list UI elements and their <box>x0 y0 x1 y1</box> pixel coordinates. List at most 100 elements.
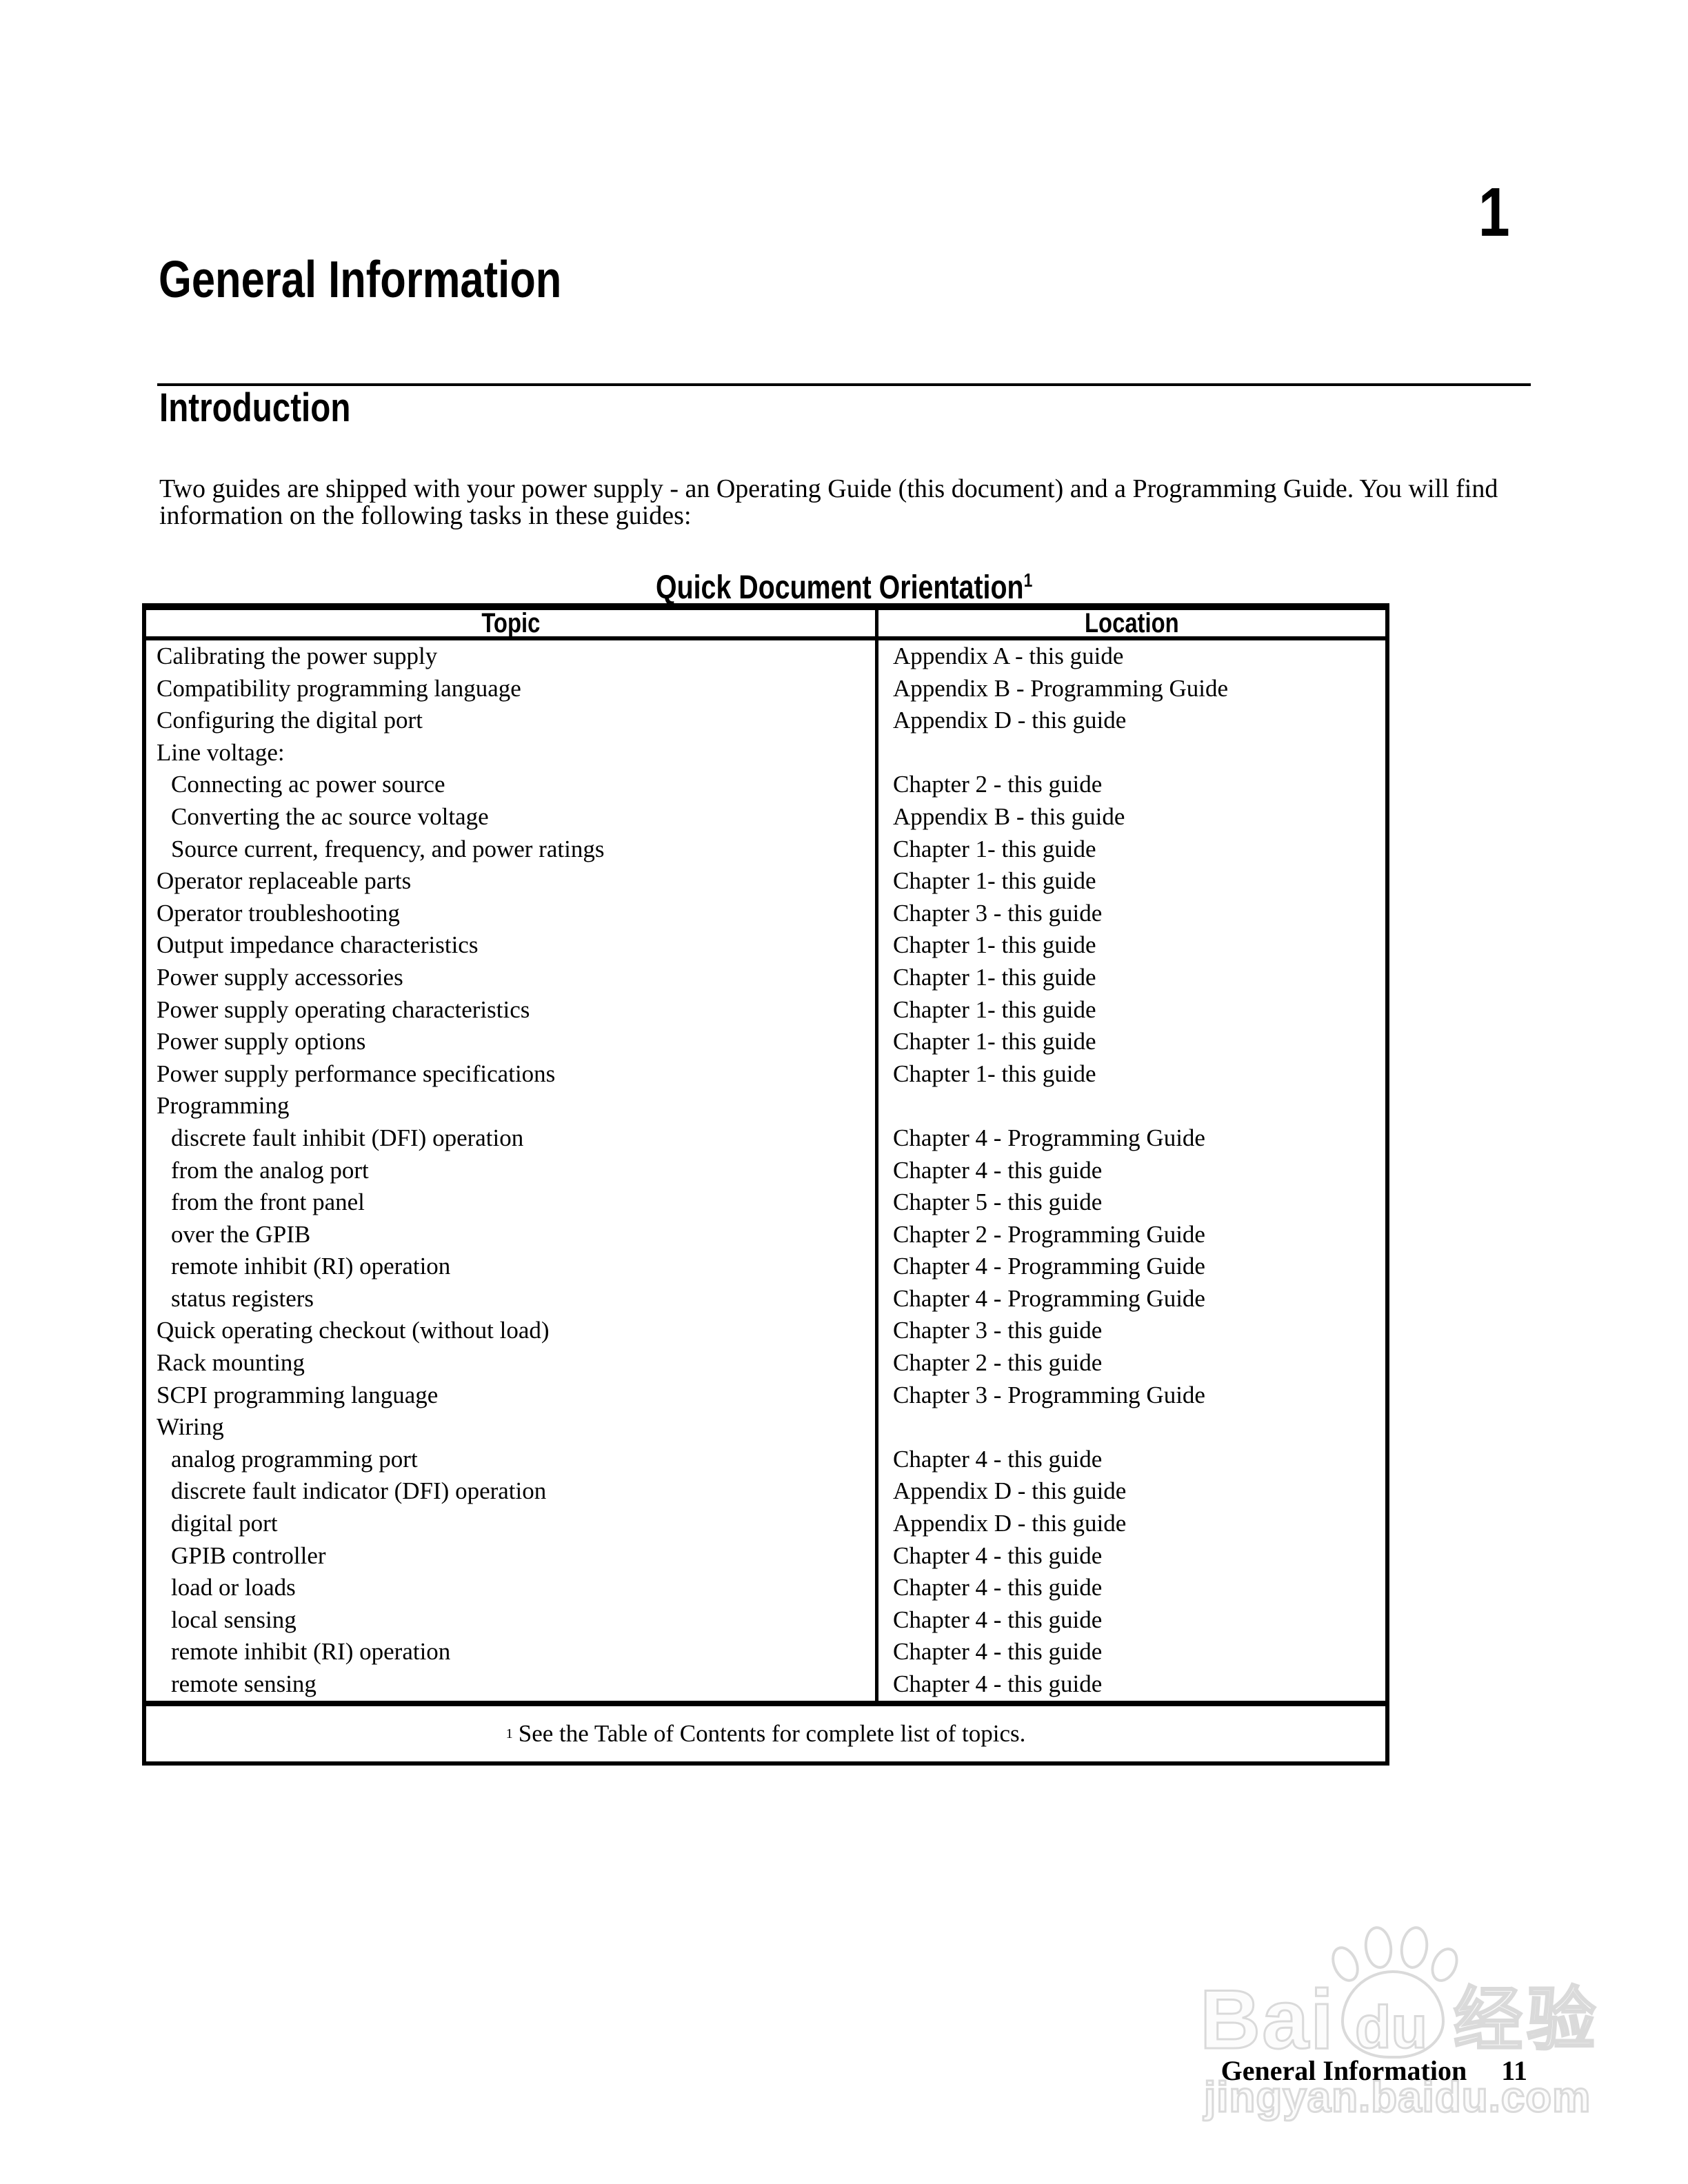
cell-location: Chapter 4 - this guide <box>893 1445 1103 1473</box>
cell-location: Appendix D - this guide <box>893 1510 1127 1537</box>
cell-location <box>878 1411 1385 1444</box>
cell-topic: from the analog port <box>146 1154 878 1187</box>
intro-paragraph: Two guides are shipped with your power s… <box>159 474 1498 530</box>
cell-topic: discrete fault inhibit (DFI) operation <box>146 1122 878 1155</box>
cell-location: Chapter 1- this guide <box>893 995 1096 1023</box>
cell-topic: GPIB controller <box>146 1539 878 1573</box>
cell-topic: SCPI programming language <box>146 1379 878 1412</box>
paw-toe-icon <box>1425 1943 1464 1987</box>
cell-location: Chapter 5 - this guide <box>893 1189 1103 1216</box>
cell-topic: over the GPIB <box>146 1218 878 1251</box>
cell-topic: Converting the ac source voltage <box>146 800 878 833</box>
cell-location: Chapter 4 - Programming Guide <box>893 1124 1205 1151</box>
table-row: Wiring <box>146 1411 1385 1444</box>
cell-location: Appendix D - this guide <box>893 707 1127 734</box>
cell-location: Chapter 4 - this guide <box>893 1156 1103 1184</box>
cell-location <box>878 737 1385 769</box>
cell-topic: from the front panel <box>146 1186 878 1219</box>
table-row: over the GPIB Chapter 2 - Programming Gu… <box>146 1218 1385 1251</box>
cell-topic: Output impedance characteristics <box>146 929 878 962</box>
cell-location: Chapter 1- this guide <box>893 963 1096 991</box>
cell-location: Chapter 2 - Programming Guide <box>893 1220 1205 1248</box>
cell-topic: remote inhibit (RI) operation <box>146 1636 878 1668</box>
footer-section-title: General Information <box>1220 2055 1467 2086</box>
cell-location: Chapter 4 - this guide <box>893 1638 1103 1666</box>
cell-location: Chapter 1- this guide <box>893 1060 1096 1087</box>
cell-topic: Operator replaceable parts <box>146 865 878 898</box>
table-row: Compatibility programming language Appen… <box>146 672 1385 705</box>
section-divider <box>157 383 1531 386</box>
table-title-footnote-marker: 1 <box>1023 569 1033 591</box>
cell-location: Chapter 3 - this guide <box>893 899 1103 927</box>
table-row: load or loads Chapter 4 - this guide <box>146 1572 1385 1604</box>
cell-location: Chapter 1- this guide <box>893 835 1096 862</box>
table-row: Output impedance characteristics Chapter… <box>146 929 1385 962</box>
table-row: Power supply performance specifications … <box>146 1058 1385 1091</box>
cell-topic: discrete fault indicator (DFI) operation <box>146 1475 878 1508</box>
chapter-number: 1 <box>1478 174 1510 251</box>
page-footer: General Information 11 <box>0 2056 1527 2086</box>
table-row: local sensing Chapter 4 - this guide <box>146 1604 1385 1637</box>
cell-location: Appendix B - Programming Guide <box>893 674 1229 702</box>
cell-topic: Power supply performance specifications <box>146 1058 878 1091</box>
table-row: Operator replaceable parts Chapter 1- th… <box>146 865 1385 898</box>
header-cell-topic: Topic <box>146 608 878 638</box>
cell-topic: Quick operating checkout (without load) <box>146 1315 878 1348</box>
cell-topic: status registers <box>146 1282 878 1315</box>
baidu-cn-text: 经验 <box>1453 1981 1600 2059</box>
footnote-text: See the Table of Contents for complete l… <box>518 1719 1026 1747</box>
table-row: Source current, frequency, and power rat… <box>146 833 1385 866</box>
baidu-watermark: Bai du 经验 jingyan.baidu.com <box>1199 1917 1655 2137</box>
cell-location: Appendix D - this guide <box>893 1477 1127 1505</box>
cell-topic: Configuring the digital port <box>146 705 878 737</box>
cell-topic: load or loads <box>146 1572 878 1604</box>
cell-location: Appendix A - this guide <box>893 643 1124 669</box>
table-row: discrete fault indicator (DFI) operation… <box>146 1475 1385 1508</box>
cell-topic: remote inhibit (RI) operation <box>146 1251 878 1283</box>
table-row: Calibrating the power supply Appendix A … <box>146 640 1385 673</box>
table-row: analog programming port Chapter 4 - this… <box>146 1443 1385 1476</box>
cell-topic: Power supply operating characteristics <box>146 993 878 1027</box>
table-header-row: Topic Location <box>146 607 1385 640</box>
paw-toe-icon <box>1362 1924 1395 1971</box>
paw-palm-icon <box>1341 1970 1445 2059</box>
table-footnote-row: 1 See the Table of Contents for complete… <box>146 1700 1385 1761</box>
baidu-paw-icon: du <box>1326 1917 1464 2065</box>
cell-location: Chapter 4 - this guide <box>893 1541 1103 1569</box>
cell-location: Chapter 4 - Programming Guide <box>893 1284 1205 1312</box>
baidu-logo-du: du <box>1354 1994 1428 2061</box>
cell-location: Chapter 4 - this guide <box>893 1606 1103 1633</box>
table-row: status registers Chapter 4 - Programming… <box>146 1282 1385 1315</box>
table-row: Connecting ac power source Chapter 2 - t… <box>146 769 1385 801</box>
table-row: Operator troubleshooting Chapter 3 - thi… <box>146 897 1385 930</box>
footer-page-number: 11 <box>1501 2055 1527 2086</box>
table-row: discrete fault inhibit (DFI) operation C… <box>146 1122 1385 1155</box>
cell-topic: Programming <box>146 1090 878 1122</box>
table-row: SCPI programming language Chapter 3 - Pr… <box>146 1379 1385 1412</box>
table-row: Programming <box>146 1090 1385 1122</box>
table-row: Power supply options Chapter 1- this gui… <box>146 1026 1385 1058</box>
cell-location: Chapter 2 - this guide <box>893 771 1103 798</box>
table-body: Calibrating the power supply Appendix A … <box>146 640 1385 1701</box>
cell-location: Chapter 3 - Programming Guide <box>893 1381 1205 1408</box>
table-row: Power supply operating characteristics C… <box>146 993 1385 1027</box>
cell-location: Chapter 3 - this guide <box>893 1317 1103 1344</box>
page-title: General Information <box>159 250 562 308</box>
cell-topic: remote sensing <box>146 1668 878 1701</box>
paw-toe-icon <box>1397 1924 1431 1971</box>
cell-topic: digital port <box>146 1508 878 1540</box>
table-row: Configuring the digital port Appendix D … <box>146 705 1385 737</box>
table-row: Converting the ac source voltage Appendi… <box>146 800 1385 833</box>
baidu-logo-text: Bai <box>1199 1972 1335 2066</box>
cell-topic: Line voltage: <box>146 736 878 769</box>
cell-location: Appendix B - this guide <box>893 802 1125 830</box>
table-row: remote inhibit (RI) operation Chapter 4 … <box>146 1251 1385 1283</box>
cell-topic: local sensing <box>146 1604 878 1637</box>
cell-topic: Source current, frequency, and power rat… <box>146 833 878 866</box>
cell-location: Chapter 4 - this guide <box>893 1670 1103 1697</box>
cell-location: Chapter 4 - Programming Guide <box>893 1253 1205 1280</box>
header-cell-location: Location <box>1085 607 1179 638</box>
cell-topic: Compatibility programming language <box>146 672 878 705</box>
orientation-table: Topic Location Calibrating the power sup… <box>142 603 1389 1766</box>
